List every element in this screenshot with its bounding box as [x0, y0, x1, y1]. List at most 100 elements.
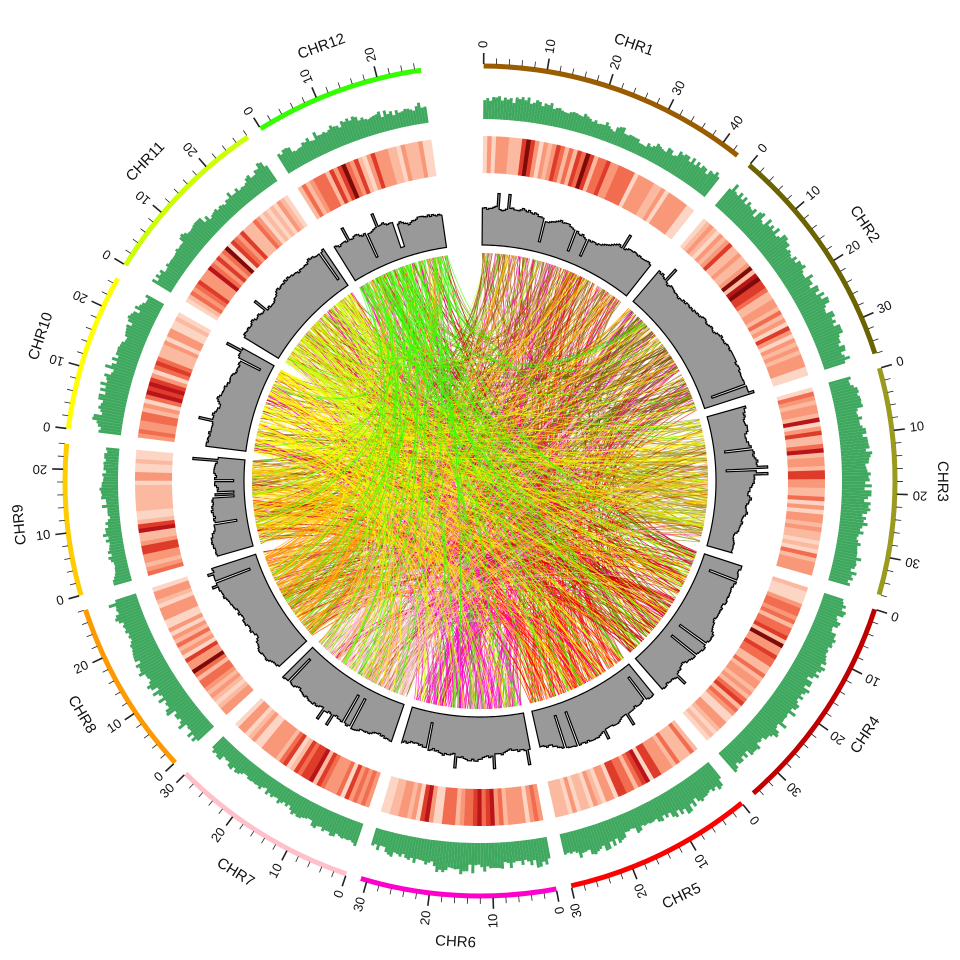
- histogram-bar: [513, 841, 519, 862]
- minor-tick: [620, 873, 624, 880]
- histogram-bar: [834, 553, 862, 562]
- histogram-bar: [584, 118, 593, 136]
- histogram-bar: [105, 385, 130, 395]
- histogram-bar: [218, 205, 232, 220]
- link-chr8: [290, 453, 707, 609]
- histogram-bar: [805, 636, 829, 650]
- minor-tick: [64, 558, 71, 560]
- link-chr11: [252, 331, 353, 496]
- histogram-bar: [612, 816, 625, 841]
- heatmap-cell: [781, 538, 819, 550]
- heatmap-cell: [141, 538, 179, 551]
- histogram-bar: [192, 224, 211, 242]
- histogram-bar: [110, 556, 127, 563]
- histogram-bar: [692, 772, 710, 794]
- histogram-bar: [135, 652, 163, 669]
- histogram-bar: [803, 641, 827, 656]
- heatmap-cell: [410, 782, 423, 820]
- histogram-bar: [667, 789, 685, 815]
- minor-tick: [893, 532, 900, 534]
- heatmap-cell: [621, 174, 644, 210]
- heatmap-cell: [786, 448, 824, 456]
- heatmap-cell: [212, 675, 244, 702]
- link-chr6: [327, 311, 455, 708]
- heatmap-cell: [776, 561, 813, 576]
- heatmap-cell: [194, 283, 228, 308]
- histogram-bar: [344, 118, 356, 142]
- histogram-bar: [268, 780, 279, 795]
- heatmap-cell: [705, 246, 736, 275]
- link-chr11: [287, 358, 695, 560]
- link-chr12: [414, 262, 624, 659]
- histogram-bar: [575, 829, 585, 854]
- histogram-bar: [145, 300, 162, 312]
- histogram-bar: [324, 811, 335, 832]
- histogram-bar: [628, 137, 638, 153]
- histogram-bar: [530, 102, 536, 123]
- histogram-bar: [662, 792, 680, 818]
- heatmap-cell: [364, 771, 381, 808]
- link-chr8: [265, 491, 708, 560]
- heatmap-cell: [585, 768, 603, 806]
- histogram-bar: [838, 427, 866, 435]
- link-chr12: [274, 284, 385, 581]
- heatmap-cell: [611, 168, 632, 205]
- heatmap-cell: [764, 350, 801, 369]
- histogram-bar: [811, 624, 837, 638]
- heatmap-cell: [143, 402, 181, 416]
- tick-label: 0: [475, 41, 490, 48]
- histogram-bar: [104, 455, 119, 460]
- histogram-bar: [177, 709, 202, 730]
- histogram-bar: [105, 526, 122, 532]
- heatmap-cell: [628, 748, 651, 784]
- line-track-segment: [531, 663, 655, 750]
- histogram-bar: [193, 221, 213, 240]
- histogram-bar: [98, 396, 127, 406]
- minor-tick: [164, 198, 170, 203]
- histogram-bar: [782, 677, 806, 695]
- histogram-bar: [105, 537, 123, 543]
- line-track-segment: [706, 405, 769, 554]
- histogram-bar: [610, 126, 620, 145]
- heatmap-cell: [268, 724, 295, 757]
- heatmap-cell: [736, 647, 771, 672]
- link-chr11: [285, 361, 656, 628]
- histogram-bar: [841, 500, 871, 506]
- link-chr12: [359, 287, 647, 638]
- histogram-bar: [819, 344, 846, 357]
- link-chr12: [405, 253, 500, 338]
- histogram-bar: [653, 148, 665, 165]
- histogram-bar: [774, 689, 800, 709]
- heatmap-cell: [445, 787, 454, 825]
- link-chr9: [252, 472, 333, 515]
- link-chr12: [421, 260, 475, 709]
- minor-tick: [81, 339, 88, 342]
- heatmap-cell: [688, 704, 718, 735]
- heatmap-cell: [763, 598, 799, 617]
- link-chr10: [254, 446, 617, 665]
- heatmap-cell: [472, 788, 478, 826]
- histogram-bar: [615, 815, 627, 839]
- histogram-bar: [348, 119, 359, 141]
- heatmap-cell: [397, 780, 411, 818]
- minor-tick: [722, 819, 727, 826]
- histogram-bar: [244, 182, 258, 198]
- link-chr6: [423, 615, 599, 703]
- heatmap-cell: [140, 415, 178, 427]
- major-tick: [742, 804, 751, 814]
- histogram-bar: [174, 248, 193, 263]
- link-chr10: [263, 408, 464, 709]
- minor-tick: [307, 861, 311, 868]
- tick-label: 10: [132, 188, 153, 209]
- histogram-bar: [782, 269, 804, 285]
- minor-tick: [148, 218, 154, 223]
- histogram-bar: [838, 525, 861, 532]
- link-chr12: [362, 285, 640, 645]
- heatmap-cell: [450, 787, 458, 826]
- heatmap-cell: [512, 786, 522, 825]
- link-chr12: [442, 255, 527, 336]
- minor-tick: [891, 544, 899, 547]
- tick-label: 10: [802, 182, 823, 203]
- heatmap-cell: [529, 140, 540, 178]
